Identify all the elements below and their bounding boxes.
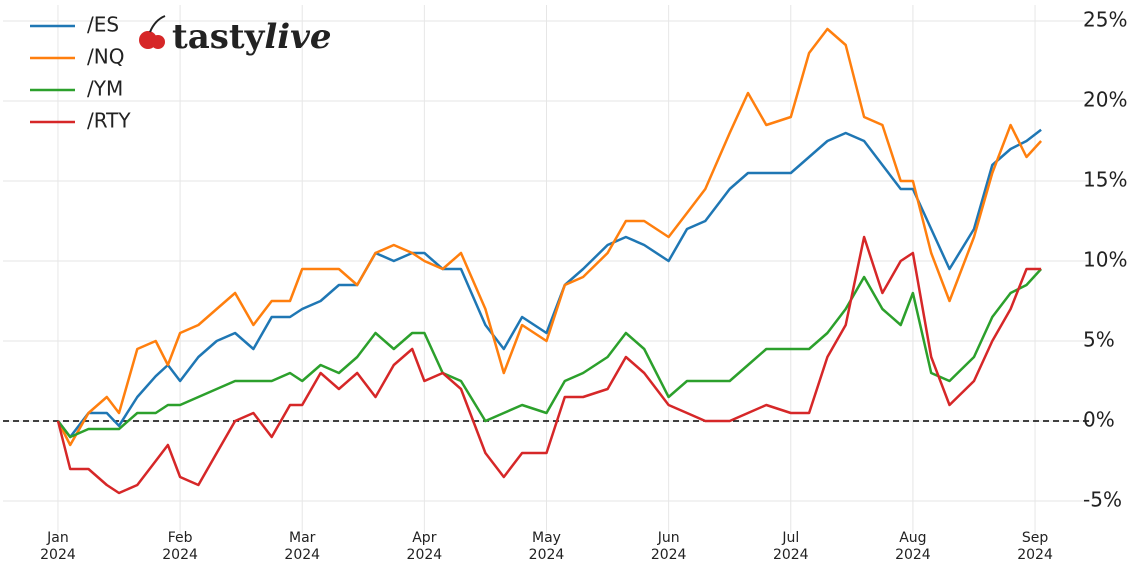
legend-label: /ES (87, 13, 119, 37)
series-line (57, 268, 1043, 439)
x-tick-label: Jul (781, 530, 799, 546)
logo-text: tastylive (172, 17, 332, 57)
x-tick-label: 2024 (284, 547, 320, 563)
series-line (57, 128, 1042, 439)
grid (3, 5, 1090, 533)
x-tick-label: 2024 (529, 547, 565, 563)
x-tick-label: Mar (289, 530, 316, 546)
x-tick-label: 2024 (1017, 547, 1053, 563)
legend-label: /YM (87, 77, 123, 101)
series-line (56, 235, 1042, 495)
y-tick-label: -5% (1083, 488, 1122, 512)
lines (56, 27, 1043, 495)
x-tick-label: 2024 (40, 547, 76, 563)
y-tick-label: 0% (1083, 408, 1115, 432)
x-tick-label: Apr (412, 530, 436, 546)
x-tick-label: 2024 (895, 547, 931, 563)
cherry (151, 35, 165, 49)
x-tick-label: 2024 (162, 547, 198, 563)
logo-tasty: tasty (172, 17, 266, 57)
y-tick-label: 5% (1083, 328, 1115, 352)
logo: tastylive (139, 15, 332, 57)
x-tick-label: May (532, 530, 561, 546)
cherry-stem (149, 15, 166, 33)
x-tick-label: Aug (899, 530, 926, 546)
x-tick-label: 2024 (651, 547, 687, 563)
x-tick-label: Jan (46, 530, 69, 546)
x-tick-label: Feb (168, 530, 193, 546)
y-tick-label: 15% (1083, 168, 1127, 192)
y-tick-label: 20% (1083, 88, 1127, 112)
logo-live: live (264, 17, 331, 57)
x-tick-label: Jun (657, 530, 680, 546)
series-line (56, 27, 1043, 447)
x-tick-label: 2024 (407, 547, 443, 563)
y-tick-label: 25% (1083, 8, 1127, 32)
legend-label: /NQ (87, 45, 124, 69)
legend-label: /RTY (87, 109, 131, 133)
y-tick-label: 10% (1083, 248, 1127, 272)
x-tick-label: Sep (1022, 530, 1049, 546)
x-tick-label: 2024 (773, 547, 809, 563)
